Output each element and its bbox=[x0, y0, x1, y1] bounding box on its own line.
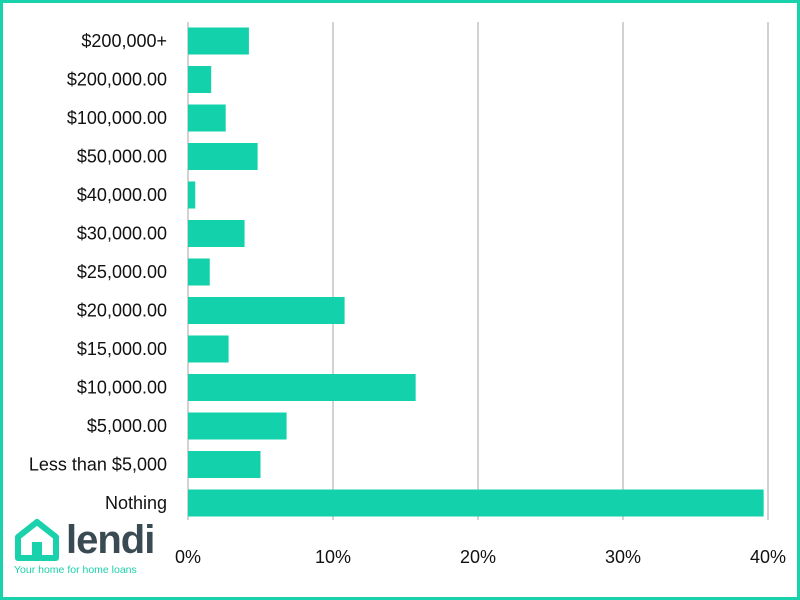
category-label: $20,000.00 bbox=[77, 301, 167, 321]
category-label: $25,000.00 bbox=[77, 262, 167, 282]
house-icon bbox=[15, 519, 59, 561]
bar bbox=[188, 258, 210, 286]
category-label: $50,000.00 bbox=[77, 147, 167, 167]
brand-tagline: Your home for home loans bbox=[14, 564, 137, 576]
category-label: $200,000.00 bbox=[67, 70, 167, 90]
bar bbox=[188, 297, 345, 324]
x-tick-label: 30% bbox=[605, 547, 641, 567]
bar bbox=[188, 27, 249, 55]
bar bbox=[188, 220, 245, 247]
category-label: $200,000+ bbox=[81, 31, 167, 51]
x-tick-labels: 0% 10% 20% 30% 40% bbox=[175, 547, 786, 567]
bar bbox=[188, 489, 764, 517]
bar bbox=[188, 451, 261, 478]
category-label: $30,000.00 bbox=[77, 224, 167, 244]
bar bbox=[188, 104, 226, 132]
bar bbox=[188, 374, 416, 401]
category-label: $5,000.00 bbox=[87, 416, 167, 436]
bar bbox=[188, 66, 212, 93]
category-label: $100,000.00 bbox=[67, 108, 167, 128]
category-label: $15,000.00 bbox=[77, 339, 167, 359]
category-label: $40,000.00 bbox=[77, 185, 167, 205]
grid-lines bbox=[187, 22, 769, 520]
bar bbox=[188, 335, 229, 363]
category-label: Less than $5,000 bbox=[29, 455, 167, 475]
x-tick-label: 10% bbox=[315, 547, 351, 567]
category-label: $10,000.00 bbox=[77, 378, 167, 398]
bar bbox=[188, 181, 196, 209]
bars bbox=[188, 27, 764, 517]
category-labels: $200,000+ $200,000.00 $100,000.00 $50,000.0… bbox=[29, 31, 167, 513]
brand-logo: lendi Your home for home loans bbox=[14, 518, 164, 580]
category-label: Nothing bbox=[105, 493, 167, 513]
bar bbox=[188, 143, 258, 170]
x-tick-label: 0% bbox=[175, 547, 201, 567]
brand-name: lendi bbox=[66, 518, 155, 562]
bar bbox=[188, 412, 287, 440]
x-tick-label: 20% bbox=[460, 547, 496, 567]
x-tick-label: 40% bbox=[750, 547, 786, 567]
